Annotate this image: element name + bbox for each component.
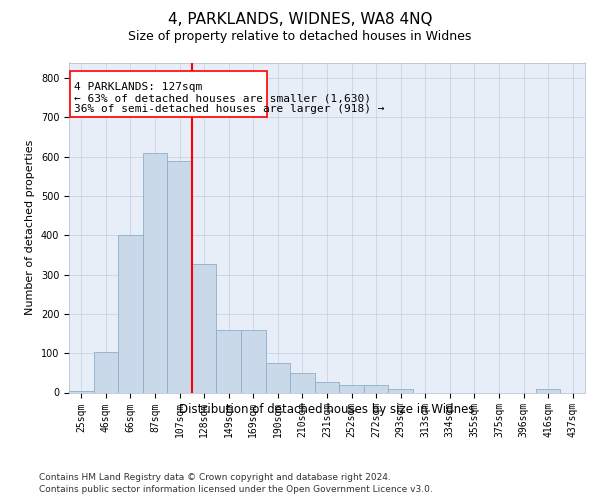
- Bar: [266, 363, 290, 392]
- Bar: [536, 388, 560, 392]
- Text: Distribution of detached houses by size in Widnes: Distribution of detached houses by size …: [179, 402, 475, 415]
- Text: 36% of semi-detached houses are larger (918) →: 36% of semi-detached houses are larger (…: [74, 104, 385, 114]
- Bar: [94, 352, 118, 393]
- Bar: [118, 236, 143, 392]
- Bar: [339, 386, 364, 392]
- Text: 4, PARKLANDS, WIDNES, WA8 4NQ: 4, PARKLANDS, WIDNES, WA8 4NQ: [168, 12, 432, 28]
- Bar: [217, 330, 241, 392]
- Bar: [315, 382, 339, 392]
- Text: 4 PARKLANDS: 127sqm: 4 PARKLANDS: 127sqm: [74, 82, 202, 92]
- Bar: [388, 388, 413, 392]
- Bar: [364, 386, 388, 392]
- Text: Contains HM Land Registry data © Crown copyright and database right 2024.: Contains HM Land Registry data © Crown c…: [39, 472, 391, 482]
- Bar: [167, 160, 192, 392]
- Text: ← 63% of detached houses are smaller (1,630): ← 63% of detached houses are smaller (1,…: [74, 93, 371, 103]
- Bar: [192, 264, 217, 392]
- Text: Contains public sector information licensed under the Open Government Licence v3: Contains public sector information licen…: [39, 485, 433, 494]
- FancyBboxPatch shape: [70, 71, 267, 118]
- Bar: [143, 153, 167, 392]
- Bar: [69, 390, 94, 392]
- Text: Size of property relative to detached houses in Widnes: Size of property relative to detached ho…: [128, 30, 472, 43]
- Bar: [290, 373, 315, 392]
- Bar: [241, 330, 266, 392]
- Y-axis label: Number of detached properties: Number of detached properties: [25, 140, 35, 315]
